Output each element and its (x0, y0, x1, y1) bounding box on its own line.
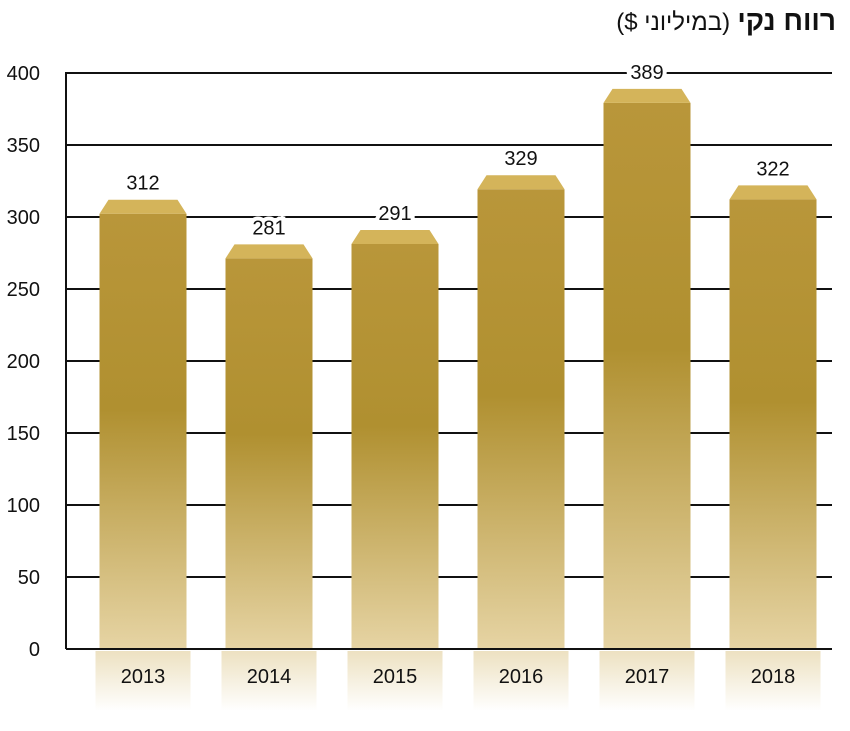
y-tick-label: 300 (7, 207, 40, 229)
gridlines (66, 72, 832, 578)
data-label: 291 (378, 203, 411, 225)
bar-cap (603, 88, 691, 103)
x-axis-ticks: 2013 2014 2015 2016 2017 2018 (121, 666, 796, 688)
y-tick-label: 150 (7, 423, 40, 445)
x-label-background (221, 651, 317, 711)
chart-title-unit: (במיליוני $) (616, 9, 731, 36)
y-tick-label: 200 (7, 351, 40, 373)
bar-cap (225, 244, 313, 259)
x-tick-label: 2013 (121, 666, 166, 688)
bar-cap (477, 175, 565, 190)
bar (729, 199, 817, 649)
y-tick-label: 100 (7, 495, 40, 517)
x-tick-label: 2015 (373, 666, 418, 688)
chart-title-main: רווח נקי (737, 5, 836, 36)
bar (603, 102, 691, 650)
x-label-background (725, 651, 821, 711)
x-tick-label: 2016 (499, 666, 544, 688)
x-tick-label: 2018 (751, 666, 796, 688)
x-label-background (347, 651, 443, 711)
y-tick-label: 350 (7, 135, 40, 157)
bar-cap (729, 185, 817, 200)
bar (477, 189, 565, 650)
bar (225, 258, 313, 649)
data-label: 281 (252, 217, 285, 239)
data-label: 312 (126, 173, 159, 195)
x-label-background (473, 651, 569, 711)
y-tick-label: 0 (29, 639, 40, 661)
axes (65, 72, 832, 650)
bar-cap (351, 229, 439, 244)
y-axis-ticks: 0 50 100 150 200 250 300 350 400 (7, 63, 40, 661)
y-tick-label: 400 (7, 63, 40, 85)
y-tick-label: 250 (7, 279, 40, 301)
bar-cap (99, 199, 187, 214)
data-label: 389 (630, 62, 663, 84)
bar (351, 243, 439, 649)
y-tick-label: 50 (18, 567, 40, 589)
x-label-background (95, 651, 191, 711)
chart-title: רווח נקי (במיליוני $) (616, 6, 836, 38)
x-tick-label: 2014 (247, 666, 292, 688)
x-label-background (599, 651, 695, 711)
bars: 312 281 291 329 389 322 (95, 58, 821, 711)
data-label: 322 (756, 158, 789, 180)
data-label: 329 (504, 148, 537, 170)
x-tick-label: 2017 (625, 666, 670, 688)
bar (99, 213, 187, 649)
